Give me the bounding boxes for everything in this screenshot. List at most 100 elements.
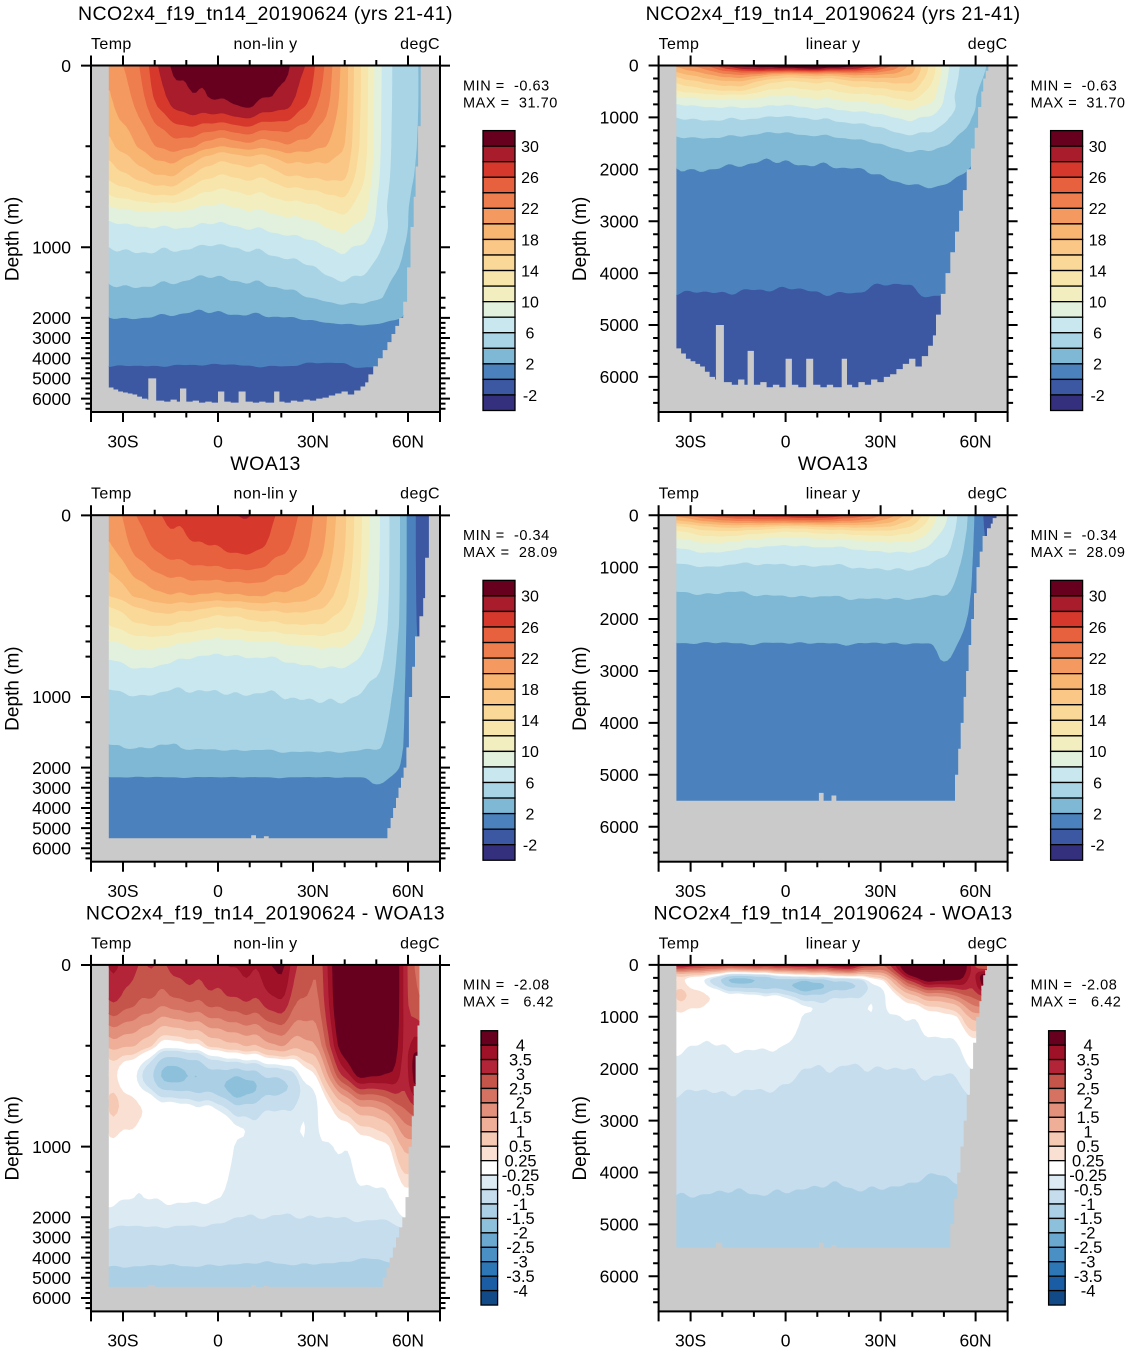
svg-text:0.5: 0.5 [509,1138,532,1156]
svg-text:2000: 2000 [32,1208,71,1228]
svg-text:0: 0 [629,955,639,975]
svg-text:18: 18 [1089,232,1107,249]
svg-text:MAX = 31.70: MAX = 31.70 [463,95,558,111]
svg-text:0: 0 [61,506,71,526]
svg-text:6: 6 [1093,326,1102,343]
svg-text:WOA13: WOA13 [230,453,301,475]
svg-text:10: 10 [521,744,539,761]
svg-text:0: 0 [629,56,639,76]
svg-text:-0.25: -0.25 [1069,1167,1107,1185]
svg-text:10: 10 [521,294,539,311]
svg-text:5000: 5000 [600,1215,639,1235]
svg-text:6000: 6000 [32,389,71,409]
svg-text:22: 22 [1089,651,1107,668]
svg-text:-0.5: -0.5 [506,1181,534,1199]
svg-text:degC: degC [400,36,440,53]
svg-text:NCO2x4_f19_tn14_20190624 (yrs: NCO2x4_f19_tn14_20190624 (yrs 21-41) [646,3,1021,25]
svg-text:0.5: 0.5 [1077,1138,1100,1156]
svg-text:MIN = -0.63: MIN = -0.63 [463,78,550,94]
svg-text:non-lin y: non-lin y [233,486,297,503]
svg-text:-2: -2 [523,838,537,855]
svg-text:30S: 30S [107,1331,138,1351]
svg-text:60N: 60N [960,881,992,901]
svg-text:linear y: linear y [806,935,861,952]
svg-text:0.25: 0.25 [1072,1152,1104,1170]
svg-text:3.5: 3.5 [509,1051,532,1069]
svg-text:Depth (m): Depth (m) [3,197,24,281]
svg-text:-3: -3 [513,1254,528,1272]
svg-text:30: 30 [1089,589,1107,606]
svg-text:30S: 30S [675,881,706,901]
svg-text:3000: 3000 [32,1228,71,1248]
svg-text:3000: 3000 [600,211,639,231]
svg-text:6: 6 [526,775,535,792]
svg-text:3000: 3000 [600,661,639,681]
svg-text:22: 22 [521,651,539,668]
svg-text:2: 2 [1084,1095,1093,1113]
svg-text:30N: 30N [297,1331,329,1351]
svg-text:2: 2 [516,1095,525,1113]
svg-text:2: 2 [1093,357,1102,374]
svg-text:30S: 30S [675,431,706,451]
svg-text:MAX = 6.42: MAX = 6.42 [463,995,554,1011]
svg-text:2000: 2000 [32,308,71,328]
svg-text:60N: 60N [392,1331,424,1351]
svg-text:4000: 4000 [32,798,71,818]
svg-text:60N: 60N [960,431,992,451]
svg-text:Depth (m): Depth (m) [570,197,591,281]
svg-text:5000: 5000 [32,818,71,838]
svg-text:18: 18 [521,682,539,699]
svg-text:1.5: 1.5 [509,1109,532,1127]
svg-text:1: 1 [1084,1124,1093,1142]
svg-text:MAX = 31.70: MAX = 31.70 [1031,95,1126,111]
svg-text:18: 18 [521,232,539,249]
svg-text:-0.25: -0.25 [502,1167,540,1185]
svg-text:0: 0 [781,1331,791,1351]
svg-text:2: 2 [526,806,535,823]
svg-text:30: 30 [521,589,539,606]
svg-text:1000: 1000 [32,1137,71,1157]
svg-text:-2: -2 [1090,388,1104,405]
svg-text:1000: 1000 [32,687,71,707]
svg-text:non-lin y: non-lin y [233,935,297,952]
svg-text:3: 3 [1084,1066,1093,1084]
svg-text:5000: 5000 [600,765,639,785]
svg-text:-2: -2 [1081,1225,1096,1243]
svg-text:6: 6 [526,326,535,343]
svg-text:-2: -2 [513,1225,528,1243]
svg-text:MIN = -2.08: MIN = -2.08 [1031,978,1118,994]
svg-text:10: 10 [1089,744,1107,761]
svg-text:4: 4 [516,1037,525,1055]
svg-text:3000: 3000 [32,328,71,348]
svg-text:26: 26 [1089,170,1107,187]
svg-text:degC: degC [968,486,1008,503]
svg-text:degC: degC [400,486,440,503]
svg-text:2000: 2000 [32,758,71,778]
svg-text:26: 26 [1089,620,1107,637]
svg-text:60N: 60N [960,1331,992,1351]
svg-text:-3.5: -3.5 [1074,1268,1102,1286]
svg-text:Depth (m): Depth (m) [570,1096,591,1180]
svg-text:14: 14 [521,263,539,280]
svg-text:MIN = -0.34: MIN = -0.34 [463,528,550,544]
svg-text:3000: 3000 [600,1111,639,1131]
svg-text:10: 10 [1089,294,1107,311]
svg-text:Temp: Temp [659,486,700,503]
svg-text:-2: -2 [1090,838,1104,855]
svg-text:-2.5: -2.5 [1074,1239,1102,1257]
svg-text:0: 0 [61,955,71,975]
svg-text:degC: degC [968,935,1008,952]
svg-text:22: 22 [521,201,539,218]
svg-text:6000: 6000 [600,817,639,837]
svg-text:0: 0 [629,506,639,526]
svg-text:5000: 5000 [32,369,71,389]
svg-text:4000: 4000 [32,1248,71,1268]
svg-text:Depth (m): Depth (m) [3,1096,24,1180]
svg-text:3.5: 3.5 [1077,1051,1100,1069]
svg-text:Temp: Temp [91,935,132,952]
svg-text:26: 26 [521,170,539,187]
svg-text:0: 0 [61,56,71,76]
svg-text:26: 26 [521,620,539,637]
svg-text:14: 14 [1089,263,1107,280]
svg-text:Depth (m): Depth (m) [570,646,591,730]
